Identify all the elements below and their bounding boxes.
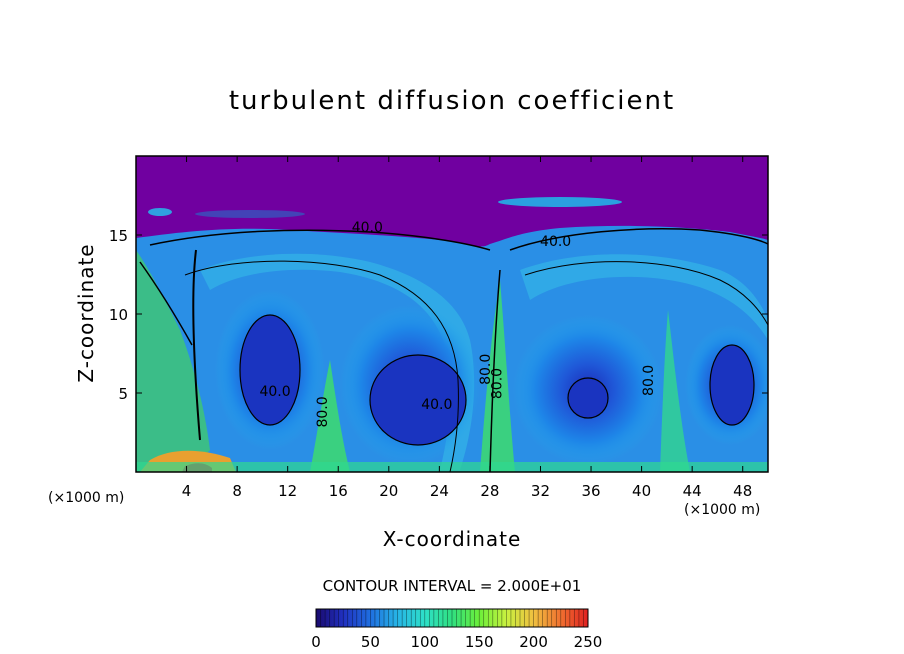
contour-line xyxy=(509,228,768,251)
contour-line xyxy=(709,344,755,426)
contour-line xyxy=(369,354,467,446)
contour-label: 40.0 xyxy=(259,384,290,400)
surface-band xyxy=(136,462,768,472)
contour-line xyxy=(139,261,193,346)
chart-title: turbulent diffusion coefficient xyxy=(228,86,676,116)
x-unit-label-left: (×1000 m) xyxy=(48,490,125,506)
colorbar-tick-label: 200 xyxy=(519,633,548,651)
cloud-streak xyxy=(148,208,172,216)
x-tick-label: 8 xyxy=(232,482,242,500)
x-tick-label: 24 xyxy=(430,482,449,500)
x-tick-label: 28 xyxy=(480,482,499,500)
contour-line xyxy=(567,377,609,419)
colorbar: 0 50 100 150 200 250 xyxy=(311,608,603,651)
cloud-streak xyxy=(195,210,305,218)
colorbar-tick-label: 100 xyxy=(410,633,439,651)
contour-line xyxy=(489,269,501,472)
contour-label: 80.0 xyxy=(315,396,331,427)
contour-line xyxy=(184,260,459,472)
green-plume xyxy=(480,280,515,472)
contour-line xyxy=(239,314,301,426)
x-tick-label: 44 xyxy=(683,482,702,500)
x-tick-label: 32 xyxy=(531,482,550,500)
contour-label: 40.0 xyxy=(421,397,452,413)
plot-area xyxy=(136,156,768,472)
contour-label: 40.0 xyxy=(540,234,571,250)
y-axis-label: Z-coordinate xyxy=(74,243,98,383)
y-tick-label: 5 xyxy=(118,385,128,403)
x-unit-label-right: (×1000 m) xyxy=(684,502,761,518)
y-tick-label: 15 xyxy=(109,227,128,245)
contour-label: 80.0 xyxy=(478,354,494,385)
vortex-core xyxy=(370,355,466,445)
contour-labels: 40.040.040.040.080.080.080.0 80.0 xyxy=(259,220,657,428)
cloud-streak xyxy=(498,197,622,207)
vortex-core xyxy=(240,315,300,425)
x-tick-label: 16 xyxy=(329,482,348,500)
cyan-band xyxy=(520,254,768,340)
green-plume xyxy=(660,310,690,472)
vortex-core xyxy=(710,345,754,425)
colorbar-tick-label: 50 xyxy=(361,633,380,651)
vortex-core xyxy=(568,378,608,418)
contour-interval: CONTOUR INTERVAL = 2.000E+01 xyxy=(322,577,582,595)
x-tick-label: 40 xyxy=(632,482,651,500)
x-tick-label: 12 xyxy=(278,482,297,500)
x-tick-label: 36 xyxy=(581,482,600,500)
colorbar-tick-label: 250 xyxy=(574,633,603,651)
contour-line xyxy=(524,261,768,326)
contour-line xyxy=(192,249,201,441)
green-plume xyxy=(310,360,350,472)
contour-label: 80.0 xyxy=(641,365,657,396)
x-axis-ticks: 4 8 12 16 20 24 28 32 36 40 44 48 xyxy=(182,156,752,500)
x-tick-label: 48 xyxy=(733,482,752,500)
x-tick-label: 4 xyxy=(182,482,192,500)
colorbar-tick-label: 0 xyxy=(311,633,321,651)
y-tick-label: 10 xyxy=(109,306,128,324)
contour-line xyxy=(149,229,491,251)
y-axis-ticks: 5 10 15 xyxy=(109,227,768,403)
contour-label: 40.0 xyxy=(352,220,383,236)
contour-label: 80.0 xyxy=(489,368,505,399)
green-plume xyxy=(136,250,210,472)
colorbar-tick-label: 150 xyxy=(465,633,494,651)
x-tick-label: 20 xyxy=(379,482,398,500)
x-axis-label: X-coordinate xyxy=(382,527,522,551)
